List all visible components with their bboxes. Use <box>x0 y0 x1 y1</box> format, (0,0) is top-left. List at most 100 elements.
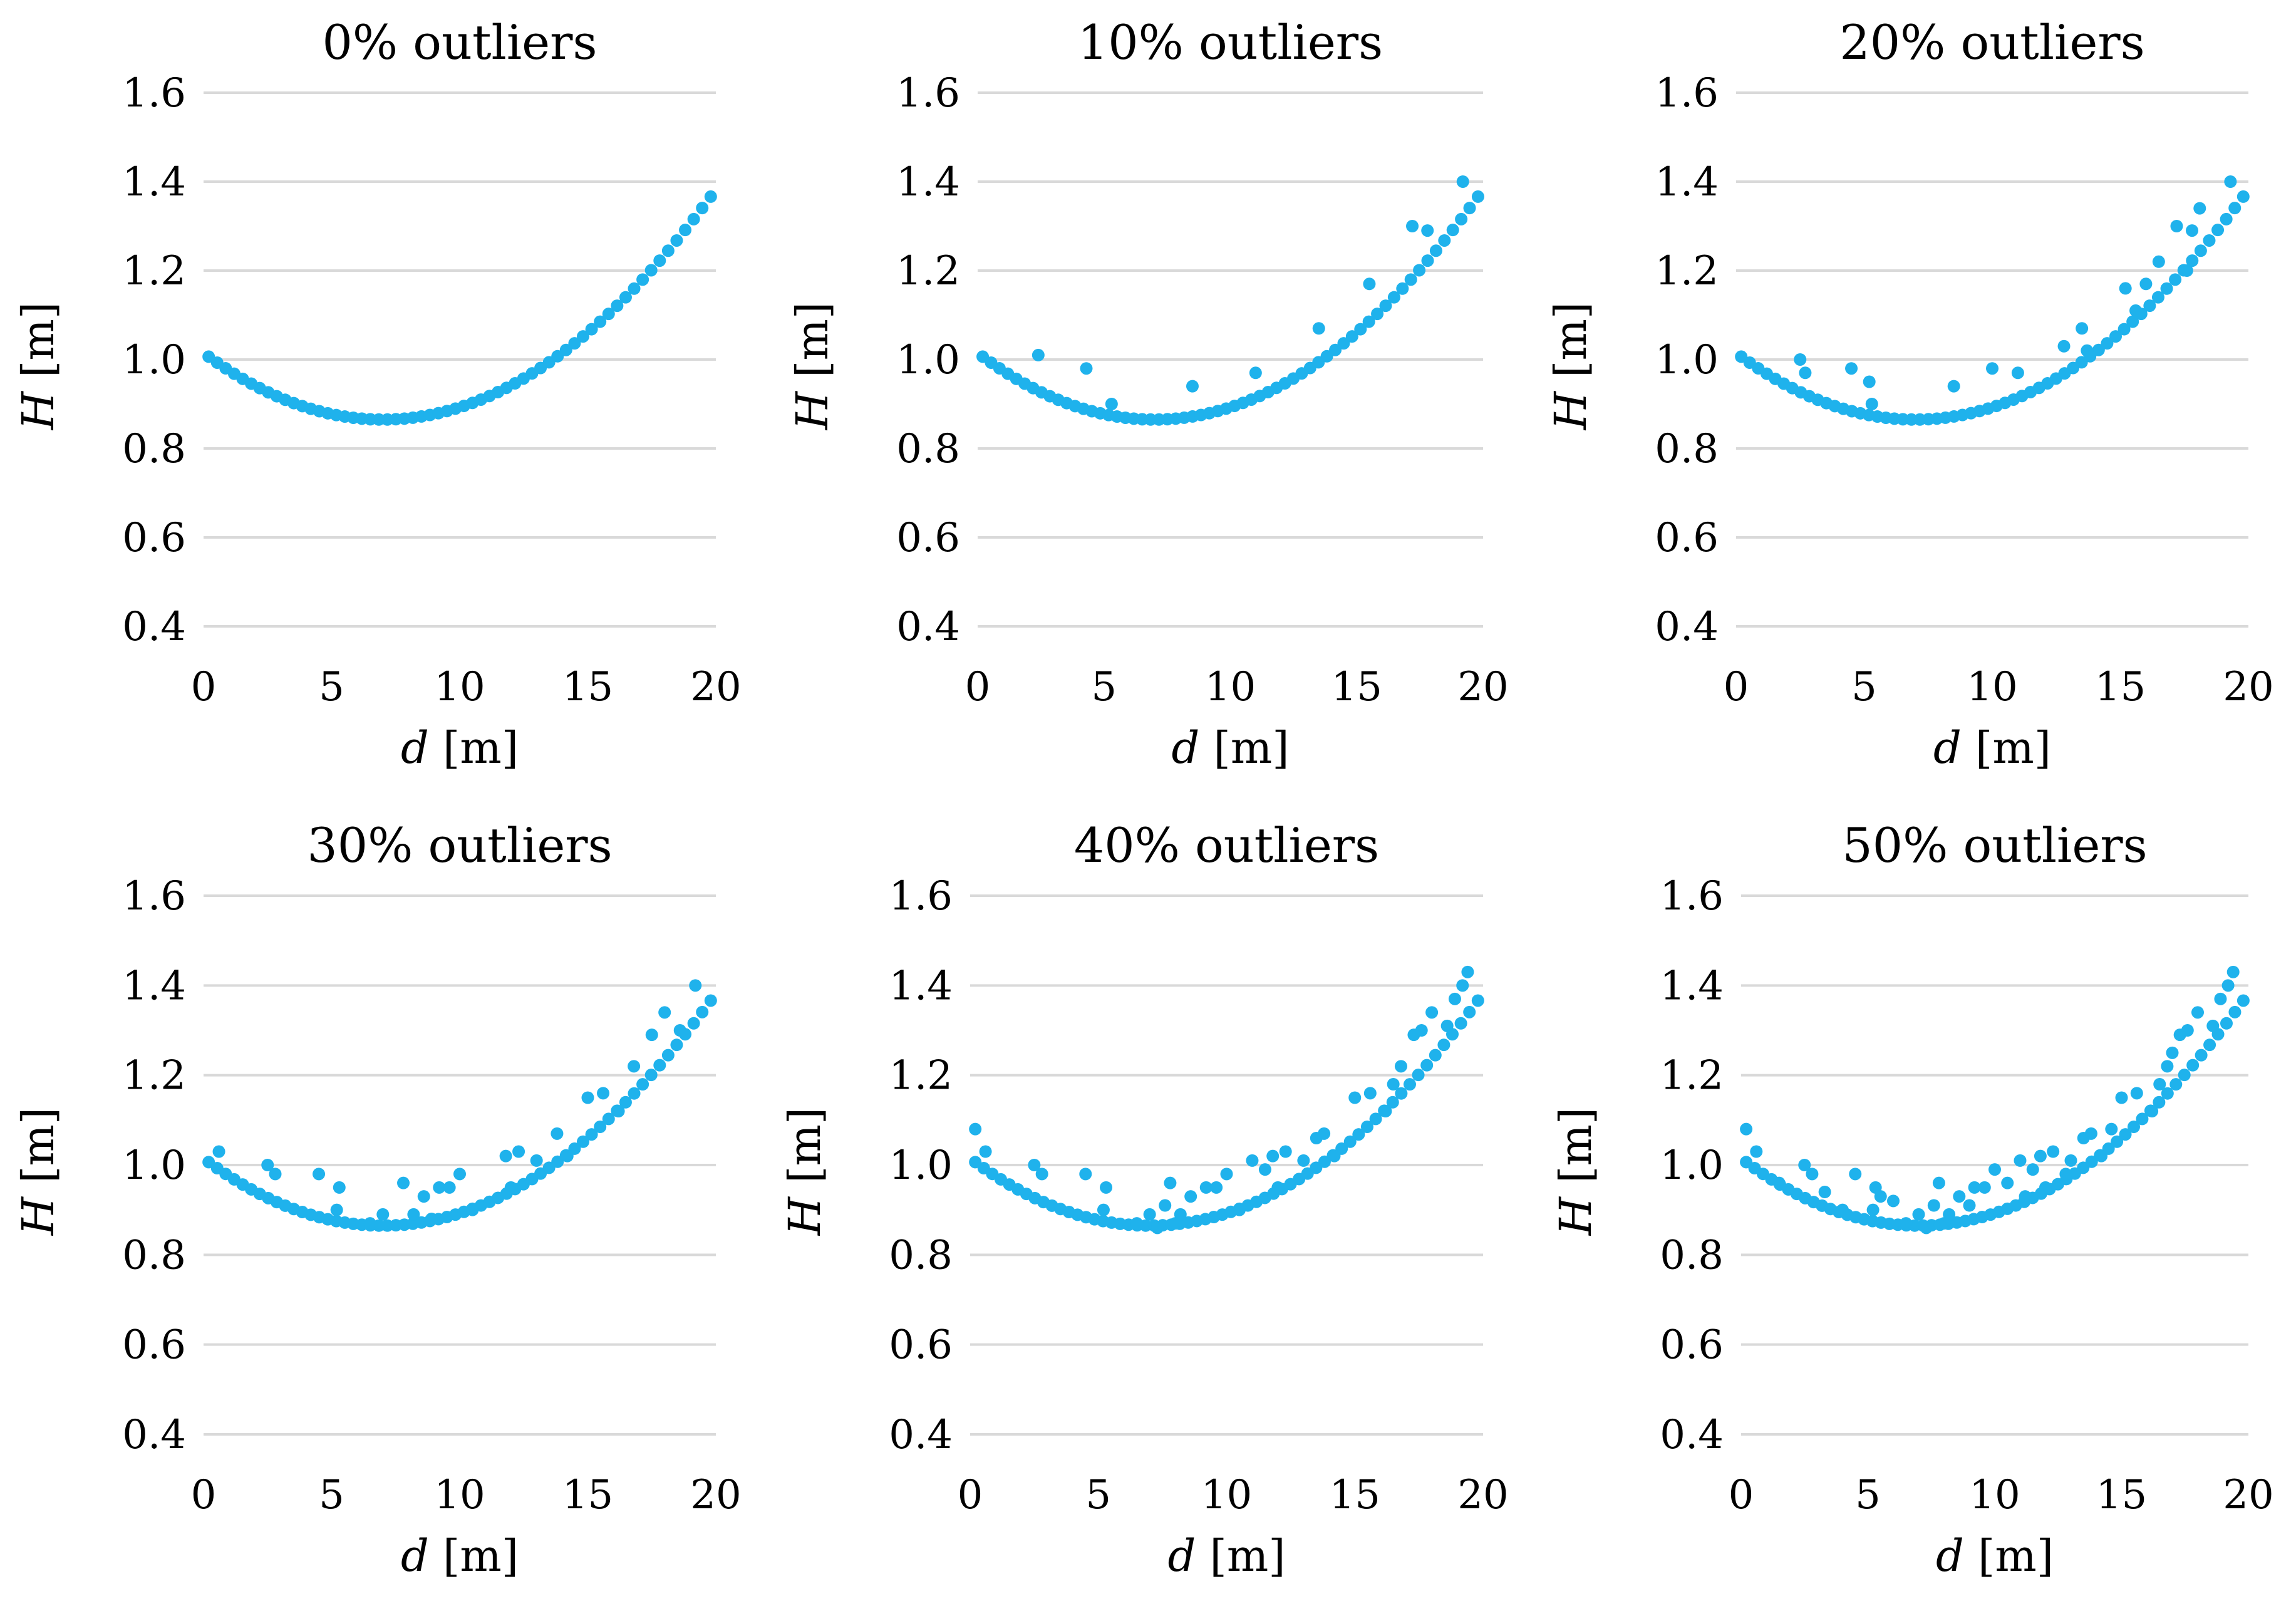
data-point <box>1395 1087 1408 1100</box>
chart-title: 50% outliers <box>1842 817 2147 873</box>
data-point <box>1360 1121 1373 1133</box>
data-point <box>212 1145 225 1158</box>
data-point <box>1920 1221 1933 1235</box>
data-point <box>1220 1168 1233 1181</box>
data-point <box>2109 330 2123 343</box>
data-point <box>2195 1049 2208 1062</box>
data-point <box>2161 1060 2174 1073</box>
data-point <box>407 1208 420 1221</box>
data-point <box>594 315 607 328</box>
data-point <box>2178 1069 2191 1082</box>
data-point <box>1032 348 1045 361</box>
x-tick-label: 15 <box>2096 1472 2147 1518</box>
chart-title: 10% outliers <box>1078 14 1383 70</box>
data-point <box>969 1122 982 1136</box>
data-point <box>1266 1149 1280 1163</box>
x-tick-label: 0 <box>958 1472 983 1518</box>
data-point <box>2220 212 2233 225</box>
data-point <box>1437 1039 1451 1052</box>
data-point <box>1279 1145 1292 1158</box>
y-tick-label: 0.4 <box>122 604 186 650</box>
scatter-panel-4: 0.4 0.6 0.8 1.0 1.2 1.4 1.6 0 5 10 15 20 40% outlier… <box>779 817 1509 1582</box>
data-point <box>1143 1208 1156 1221</box>
data-point <box>2057 339 2071 353</box>
y-tick-label: 0.6 <box>122 1322 186 1369</box>
y-tick-label: 0.8 <box>122 426 186 472</box>
scatter-panel-5: 0.4 0.6 0.8 1.0 1.2 1.4 1.6 0 5 10 15 20 50% outlier… <box>1550 817 2274 1582</box>
y-tick-label: 1.0 <box>122 337 186 383</box>
y-tick-label: 1.2 <box>896 248 960 294</box>
data-point <box>1863 375 1876 388</box>
data-point <box>1448 992 1461 1005</box>
data-point <box>1035 1168 1048 1181</box>
data-point <box>1130 1217 1144 1230</box>
data-point <box>2047 1145 2060 1158</box>
data-point <box>1421 224 1434 237</box>
data-point <box>1806 1168 1819 1181</box>
data-point <box>1421 254 1434 267</box>
y-tick-label: 1.6 <box>122 70 186 117</box>
data-point <box>1463 202 1476 215</box>
data-point <box>453 1168 466 1181</box>
data-point <box>417 1190 430 1203</box>
data-point <box>2126 315 2139 328</box>
data-point <box>597 1087 610 1100</box>
data-point <box>585 1128 598 1141</box>
data-point <box>658 1006 671 1019</box>
data-point <box>585 323 598 336</box>
data-point <box>1233 1203 1246 1216</box>
y-axis-label: H [m] <box>13 1107 64 1236</box>
data-point <box>2237 994 2250 1007</box>
data-point <box>661 244 675 257</box>
data-point <box>1429 1049 1442 1062</box>
data-point <box>530 1154 543 1167</box>
y-tick-label: 0.8 <box>889 1232 953 1278</box>
y-axis-label: H [m] <box>1545 302 1596 431</box>
data-point <box>1988 1163 2001 1176</box>
data-point <box>2101 337 2114 350</box>
data-point <box>512 1145 525 1158</box>
chart-title: 0% outliers <box>323 14 597 70</box>
data-point <box>687 1017 700 1030</box>
data-point <box>2160 282 2173 295</box>
y-tick-label: 1.4 <box>1655 159 1719 205</box>
data-point <box>433 1181 446 1194</box>
data-point <box>602 1112 615 1126</box>
y-tick-label: 1.0 <box>122 1142 186 1189</box>
x-tick-label: 15 <box>562 1472 613 1518</box>
y-tick-label: 0.6 <box>889 1322 953 1369</box>
y-tick-label: 1.6 <box>889 873 953 919</box>
x-tick-label: 15 <box>2095 664 2146 710</box>
y-tick-label: 0.6 <box>1660 1322 1724 1369</box>
scatter-panel-2: 0.4 0.6 0.8 1.0 1.2 1.4 1.6 0 5 10 15 20 20% outlier… <box>1545 14 2274 774</box>
data-point <box>2064 1154 2077 1167</box>
x-tick-label: 20 <box>2223 664 2273 710</box>
data-point <box>1932 1176 1945 1189</box>
data-point <box>979 1145 992 1158</box>
data-point <box>1953 1190 1966 1203</box>
data-point <box>1312 322 1325 335</box>
x-tick-label: 20 <box>690 1472 741 1518</box>
y-tick-label: 0.6 <box>122 515 186 561</box>
data-point <box>1440 1019 1454 1032</box>
data-point <box>2169 1078 2183 1091</box>
y-tick-label: 1.2 <box>122 248 186 294</box>
data-point <box>1947 380 1960 393</box>
data-point <box>1406 220 1419 232</box>
y-axis-label: H [m] <box>779 1107 830 1236</box>
y-tick-label: 0.4 <box>122 1412 186 1458</box>
data-point <box>1454 1017 1467 1030</box>
x-tick-label: 0 <box>1724 664 1749 710</box>
data-point <box>2203 234 2216 247</box>
data-point <box>2186 224 2199 237</box>
y-tick-label: 1.2 <box>122 1053 186 1099</box>
data-point <box>1363 277 1376 291</box>
data-point <box>1318 1155 1331 1168</box>
data-point <box>2146 1105 2159 1117</box>
data-point <box>1927 1199 1940 1212</box>
data-point <box>2220 1017 2233 1030</box>
data-point <box>1900 1217 1913 1230</box>
y-tick-label: 1.0 <box>889 1142 953 1189</box>
data-point <box>1429 244 1442 257</box>
data-point <box>561 1149 574 1163</box>
